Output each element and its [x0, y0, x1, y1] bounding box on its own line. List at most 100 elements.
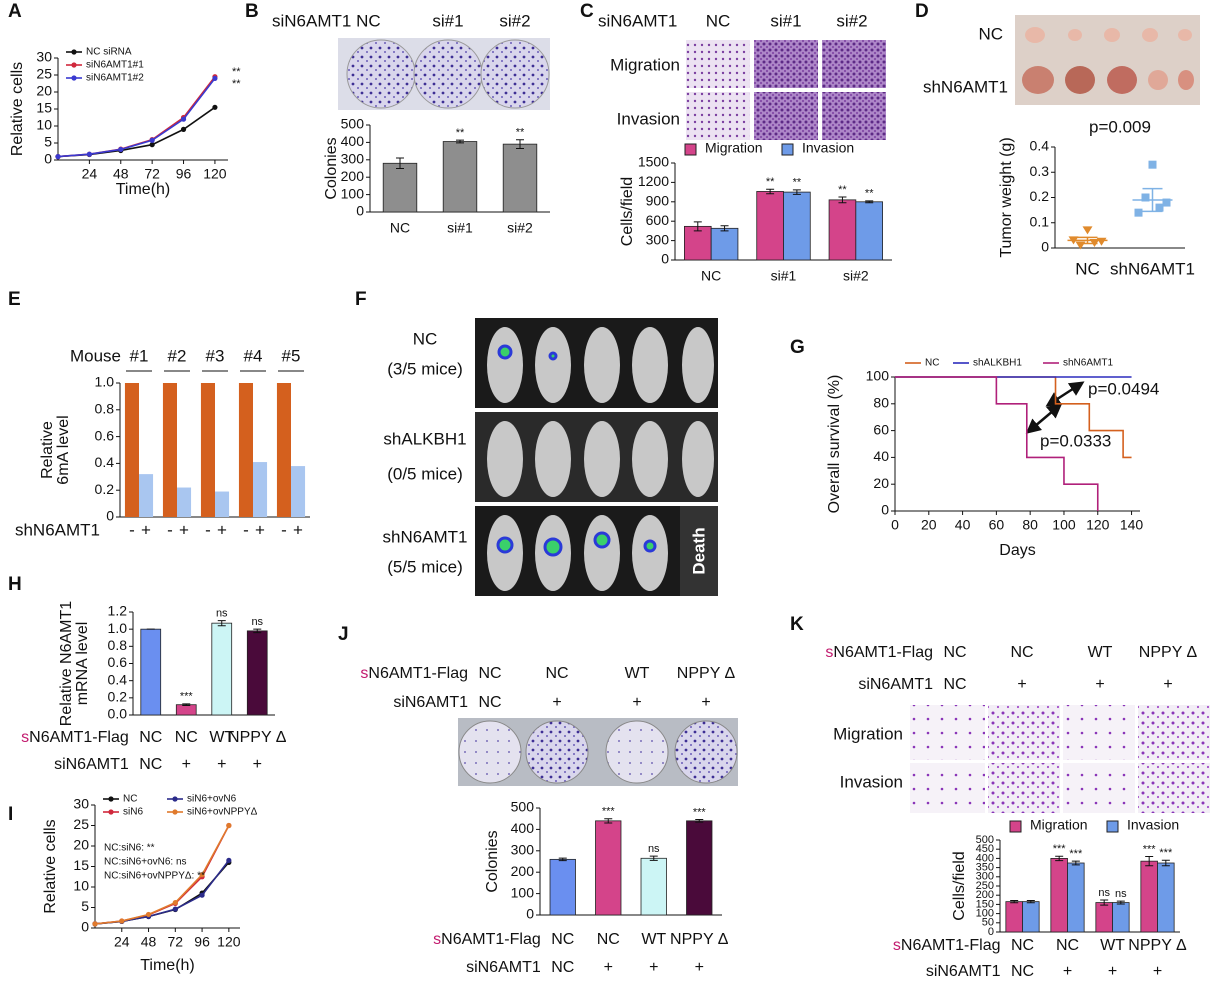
legend-label: siN6AMT1#1 [86, 60, 144, 71]
group-note: (5/5 mice) [387, 557, 463, 576]
condition-value: NC [943, 676, 967, 693]
x-tick-label: #5 [282, 346, 301, 365]
point [118, 146, 124, 153]
series-tick-label: - [129, 520, 135, 539]
error-bar [217, 620, 226, 627]
significance: ns [648, 843, 660, 855]
panel-label: F [355, 289, 367, 310]
x-tick-label: NC [390, 220, 410, 236]
significance: ** [793, 177, 802, 189]
bar [640, 857, 667, 916]
x-axis-label: Time(h) [116, 181, 171, 198]
condition-value: + [649, 959, 659, 976]
y-tick-label: 900 [646, 193, 670, 209]
bar [756, 191, 784, 261]
legend-label: siN6+ovN6 [187, 794, 237, 805]
error-bar [604, 818, 613, 824]
point [172, 899, 178, 906]
legend-marker [172, 796, 178, 802]
y-tick-label: 200 [341, 168, 365, 184]
bar [1022, 901, 1040, 933]
y-tick-label: 300 [511, 842, 535, 858]
legend-marker [71, 49, 77, 55]
y-tick-label: 500 [976, 834, 994, 846]
bar [828, 199, 857, 261]
y-axis-label: Cells/field [619, 177, 636, 246]
y-tick-label: 150 [976, 898, 994, 910]
transwell-images [686, 40, 886, 140]
bar [595, 820, 622, 916]
y-tick-label: 20 [36, 83, 52, 99]
legend-label: Invasion [1127, 817, 1179, 833]
significance: ns [216, 607, 228, 619]
condition-value: NC [1010, 937, 1035, 954]
y-tick-label: 200 [511, 863, 535, 879]
bar [1157, 862, 1175, 933]
panel-label: B [245, 1, 259, 22]
bar [549, 858, 576, 916]
x-tick-label: 48 [113, 166, 129, 182]
point [180, 126, 187, 132]
line [895, 376, 1132, 459]
legend-label: shN6AMT1 [1063, 358, 1113, 369]
legend-marker [71, 75, 77, 81]
bar [1095, 902, 1113, 933]
y-tick-label: 0.6 [95, 427, 115, 443]
error-bar [253, 628, 262, 634]
x-tick-label: 96 [194, 934, 210, 950]
x-axis-label: Days [999, 542, 1035, 559]
significance: ** [838, 184, 847, 196]
condition-value: NC [139, 756, 163, 773]
y-tick-label: 200 [976, 889, 994, 901]
tumor-photo [1015, 15, 1200, 105]
significance: *** [1143, 843, 1157, 855]
y-axis-label: Overall survival (%) [826, 375, 843, 514]
condition-value: + [701, 694, 711, 711]
significance: *** [693, 806, 707, 818]
condition-value: + [632, 694, 642, 711]
image-row-label: Migration [610, 55, 680, 74]
x-tick-label: 120 [217, 934, 241, 950]
annotation: p=0.0494 [1088, 379, 1159, 398]
point [180, 116, 187, 122]
y-axis-label: Colonies [323, 137, 340, 199]
condition-value: + [1163, 676, 1173, 693]
bar [442, 141, 478, 213]
colony-plates [458, 718, 738, 786]
y-tick-label: 25 [36, 66, 52, 82]
y-tick-label: 0 [881, 502, 889, 518]
condition-label: sN6AMT1-Flag [21, 729, 129, 746]
point [1082, 226, 1093, 235]
bar [686, 820, 713, 916]
y-tick-label: 100 [341, 185, 365, 201]
significance: *** [1159, 847, 1173, 859]
condition-label: siN6AMT1 [466, 959, 541, 976]
y-axis-label: Relative [39, 421, 56, 479]
condition-value: WT [624, 665, 650, 682]
y-tick-label: 0.8 [108, 637, 128, 653]
panel-label: K [790, 614, 804, 635]
x-tick-label: #2 [168, 346, 187, 365]
y-tick-label: 0.4 [95, 454, 115, 470]
transwell-images [910, 705, 1210, 813]
x-tick-label: 96 [176, 166, 192, 182]
significance: ns [1115, 888, 1127, 900]
y-tick-label: 25 [73, 816, 89, 832]
panel-label: J [338, 624, 349, 645]
y-tick-label: 20 [873, 475, 889, 491]
y-tick-label: 0.2 [95, 481, 115, 497]
y-tick-label: 1500 [638, 154, 669, 170]
image-header: NC [706, 11, 731, 30]
condition-label: sN6AMT1-Flag [360, 665, 468, 682]
panel-label: I [8, 804, 13, 825]
legend-label: siN6AMT1#2 [86, 73, 144, 84]
series-tick-label: - [205, 520, 211, 539]
condition-label: siN6AMT1 [925, 963, 1001, 980]
annotation: ** [232, 78, 241, 90]
line [895, 376, 1099, 511]
condition-value: NPPY Δ [670, 931, 729, 948]
bar [1067, 862, 1085, 933]
y-tick-label: 1.0 [108, 620, 128, 636]
image-row-label: shN6AMT1 [923, 77, 1008, 96]
condition-value: WT [1087, 644, 1113, 661]
